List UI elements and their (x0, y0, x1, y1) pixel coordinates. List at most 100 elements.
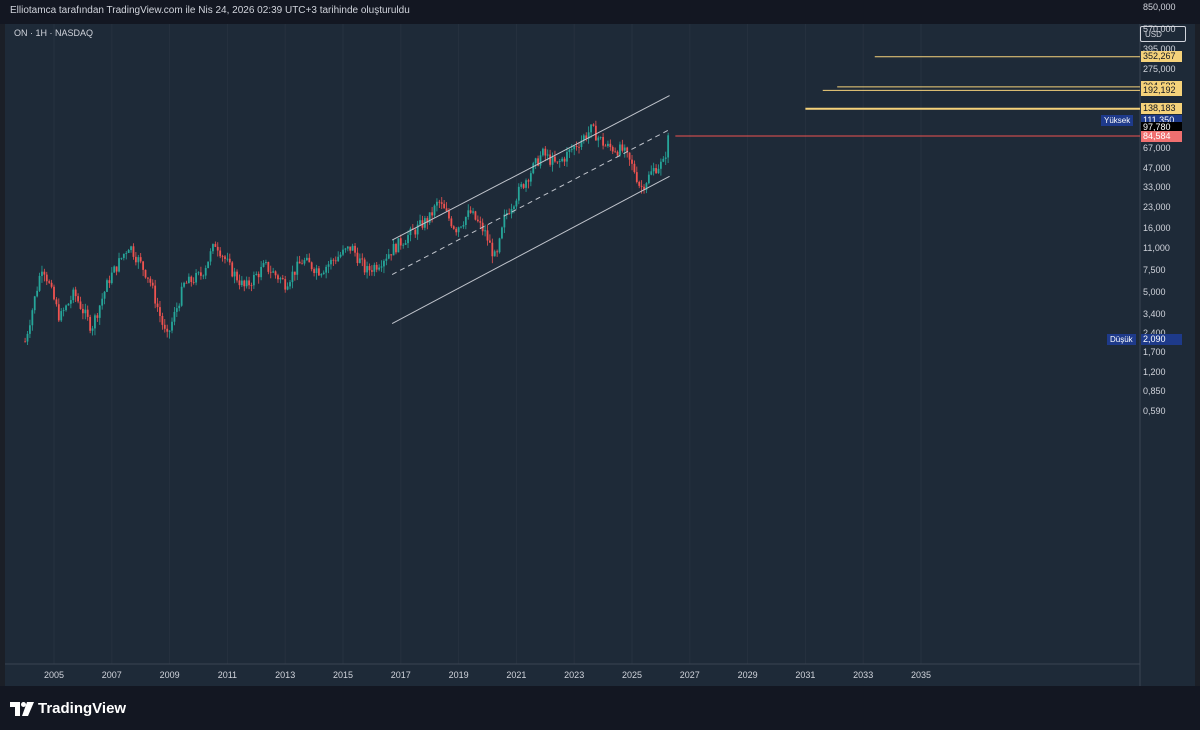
candle-body (168, 330, 171, 332)
tradingview-logo[interactable]: TradingView (10, 700, 126, 717)
high-label: Yüksek (1101, 115, 1134, 127)
candle-body (416, 224, 419, 235)
candle-body (98, 305, 101, 318)
candle-body (322, 272, 325, 275)
candle-body (366, 266, 368, 273)
candle-body (26, 333, 29, 342)
level-price-tag[interactable]: 352,267 (1141, 51, 1182, 63)
candle-body (248, 280, 250, 286)
candle-body (426, 218, 429, 223)
candle-body (45, 274, 48, 282)
candle-body (325, 266, 328, 273)
candle-body (585, 135, 588, 139)
candle-body (489, 240, 491, 243)
candle-body (635, 172, 638, 182)
low-price-tag[interactable]: 2,090 (1141, 333, 1182, 345)
candle-body (281, 278, 284, 280)
candle-body (43, 271, 46, 275)
trend-channel[interactable] (391, 95, 670, 324)
price-tick-label: 33,000 (1143, 182, 1171, 193)
candle-body (667, 135, 670, 158)
candle-body (493, 251, 496, 257)
candle-body (508, 213, 511, 214)
price-chart[interactable] (5, 24, 1195, 686)
candle-body (204, 267, 207, 276)
chart-panel[interactable] (5, 24, 1195, 686)
candle-body (450, 218, 453, 227)
channel-line-solid[interactable] (391, 175, 670, 324)
snapshot-caption: Elliotamca tarafından TradingView.com il… (10, 5, 410, 16)
candle-body (351, 245, 354, 251)
candle-body (525, 180, 527, 188)
horizontal-levels[interactable] (675, 56, 1140, 137)
candle-body (402, 244, 405, 246)
candle-body (541, 148, 544, 156)
time-tick-label: 2025 (621, 670, 643, 680)
candle-body (551, 156, 554, 165)
channel-line-solid[interactable] (391, 95, 670, 241)
candle-body (527, 180, 530, 182)
candle-body (419, 220, 421, 225)
candle-body (82, 308, 84, 314)
high-price-tag[interactable]: 111,350 (1141, 115, 1182, 127)
candle-body (38, 275, 41, 291)
level-price-tag[interactable]: 138,183 (1141, 103, 1182, 115)
candle-body (578, 146, 580, 148)
candle-body (337, 256, 340, 262)
tradingview-logo-icon (10, 701, 34, 716)
candle-body (91, 328, 94, 331)
candle-body (520, 184, 523, 187)
symbol-title[interactable]: ON · 1H · NASDAQ (14, 28, 94, 38)
tradingview-wordmark: TradingView (38, 700, 127, 717)
candle-body (147, 277, 149, 279)
candle-body (260, 266, 263, 278)
candle-body (631, 159, 633, 164)
candle-body (269, 271, 272, 273)
last-price-tag[interactable]: 97,780 (1141, 122, 1182, 134)
candle-body (464, 216, 467, 226)
candle-body (262, 263, 265, 267)
candle-body (33, 296, 36, 311)
candle-body (484, 230, 486, 232)
candle-body (549, 154, 552, 165)
level-price-tag[interactable]: 192,192 (1141, 84, 1182, 96)
currency-button[interactable]: USD (1140, 26, 1186, 42)
candle-body (180, 286, 183, 306)
candle-body (460, 226, 462, 228)
candle-body (660, 161, 662, 169)
candle-body (86, 309, 89, 317)
candle-body (573, 146, 576, 150)
candle-body (101, 298, 104, 306)
candle-body (344, 248, 347, 250)
candle-body (118, 258, 120, 272)
candle-body (195, 272, 197, 283)
candle-body (501, 227, 503, 239)
candle-body (200, 272, 202, 276)
candle-body (286, 286, 289, 290)
price-tick-label: 23,000 (1143, 202, 1171, 213)
candle-body (221, 256, 224, 258)
price-tick-label: 5,000 (1143, 287, 1166, 298)
candle-body (238, 280, 241, 286)
candle-body (178, 305, 181, 309)
candle-body (265, 262, 267, 264)
candle-body (216, 246, 219, 251)
candle-body (60, 311, 63, 321)
candle-body (209, 251, 212, 262)
candle-body (652, 168, 655, 172)
candle-body (31, 310, 34, 326)
candle-body (496, 251, 499, 253)
candle-body (127, 250, 130, 253)
candle-body (609, 143, 612, 148)
price-line-tag[interactable]: 84,584 (1141, 130, 1182, 142)
candle-body (546, 154, 549, 156)
candle-body (183, 282, 185, 287)
candle-body (231, 262, 234, 277)
price-tick-label: 1,200 (1143, 366, 1166, 377)
time-tick-label: 2023 (564, 670, 585, 680)
price-tick-label: 275,000 (1143, 64, 1176, 75)
candle-body (587, 132, 590, 139)
time-tick-label: 2035 (910, 670, 932, 680)
channel-line-dashed[interactable] (391, 129, 670, 275)
candle-body (611, 147, 614, 152)
